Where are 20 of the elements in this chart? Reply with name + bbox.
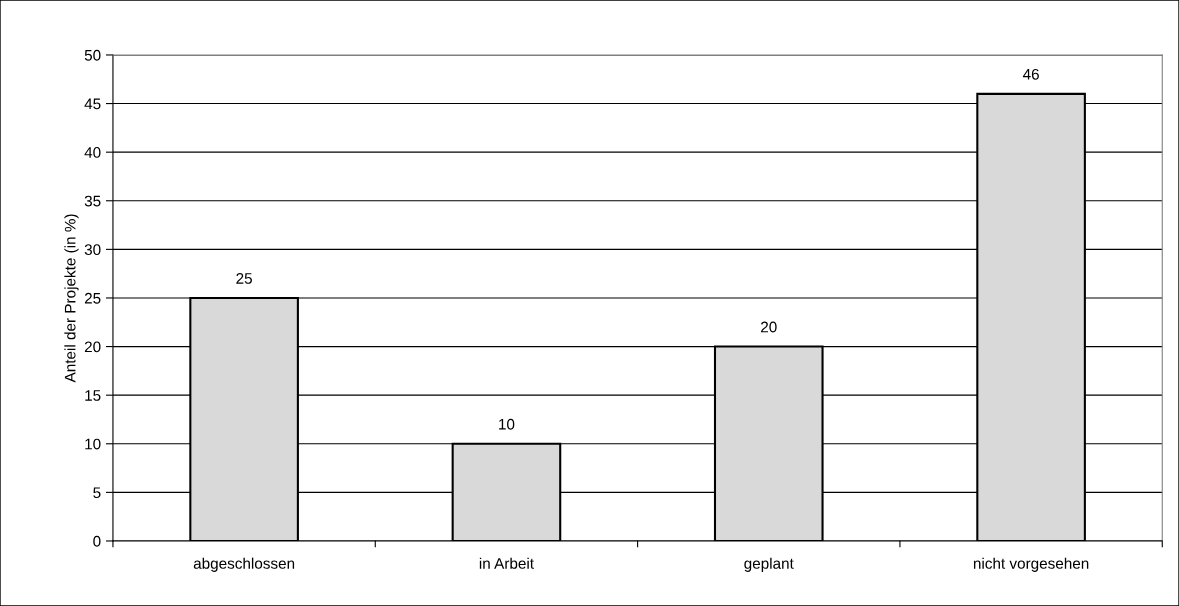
y-tick-label: 25 <box>84 292 101 304</box>
y-tick-label: 50 <box>84 49 101 61</box>
data-label: 20 <box>761 321 777 333</box>
y-tick-label: 20 <box>84 341 101 353</box>
y-tick-label: 15 <box>85 390 101 401</box>
y-tick-label: 5 <box>93 487 101 499</box>
y-tick-label: 10 <box>85 438 101 450</box>
data-label: 25 <box>236 273 252 284</box>
y-tick-label: 30 <box>84 244 101 256</box>
x-tick-label: nicht vorgesehen <box>973 557 1089 572</box>
y-tick-label: 0 <box>93 535 101 547</box>
x-tick-label: in Arbeit <box>479 557 534 569</box>
y-tick-label: 40 <box>84 147 101 158</box>
y-axis-title: Anteil der Projekte (in %) <box>64 214 79 383</box>
data-label: 46 <box>1022 68 1039 80</box>
x-tick-label: abgeschlossen <box>193 557 295 572</box>
y-tick-label: 35 <box>84 195 101 207</box>
x-tick-label: geplant <box>744 557 794 572</box>
y-tick-label: 45 <box>84 98 101 110</box>
data-label: 10 <box>499 418 515 430</box>
